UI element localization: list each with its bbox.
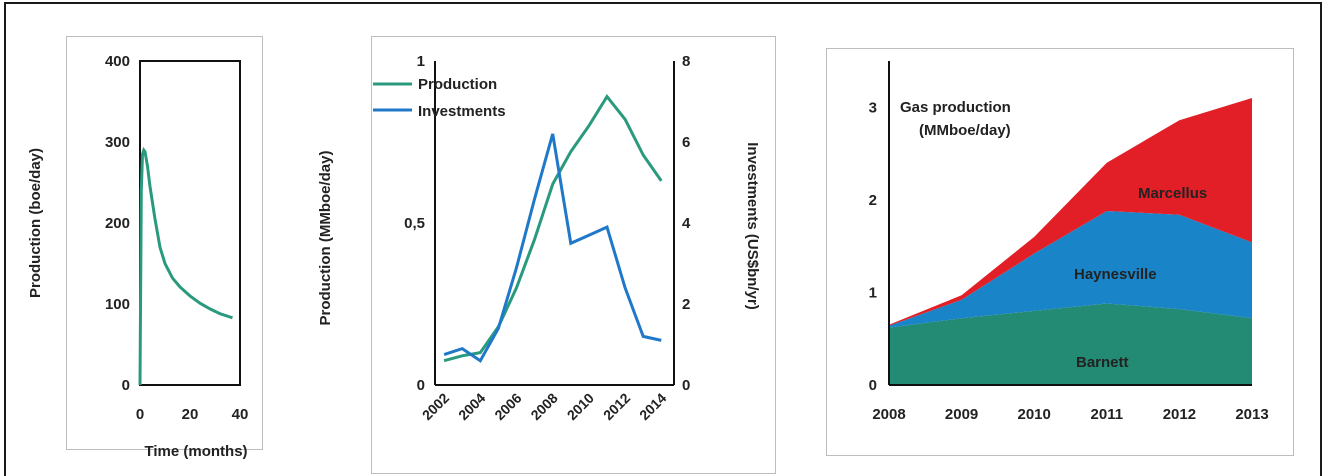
p2-x-tick-label: 2010 bbox=[564, 390, 597, 423]
p1-series-line bbox=[138, 146, 233, 386]
p2-x-tick-label: 2002 bbox=[419, 390, 452, 423]
p1-y-tick-label: 0 bbox=[122, 377, 130, 394]
p2-x-tick-label: 2008 bbox=[527, 390, 560, 423]
p1-y-axis-label: Production (boe/day) bbox=[27, 148, 44, 298]
p1-x-axis-label: Time (months) bbox=[144, 443, 247, 460]
p3-x-tick-label: 2013 bbox=[1235, 406, 1268, 423]
p2-legend-label-investments: Investments bbox=[418, 103, 506, 120]
p3-y-tick-label: 3 bbox=[869, 99, 877, 116]
p3-area-marcellus bbox=[889, 98, 1252, 326]
p2-y2-tick-label: 0 bbox=[682, 377, 690, 394]
p2-x-tick-label: 2014 bbox=[636, 390, 669, 423]
p3-x-tick-label: 2010 bbox=[1018, 406, 1051, 423]
p3-y-tick-label: 2 bbox=[869, 192, 877, 209]
gas-production-area-chart: 0 1 2 3 2008 2009 2010 2011 2012 2013 Gas produc… bbox=[869, 61, 1269, 423]
p1-y-tick-label: 200 bbox=[105, 215, 130, 232]
p3-y-tick-label: 1 bbox=[869, 284, 877, 301]
p1-y-tick-label: 400 bbox=[105, 53, 130, 70]
p2-investments-line bbox=[443, 133, 662, 363]
p1-x-tick-label: 20 bbox=[182, 406, 199, 423]
p3-label-haynesville: Haynesville bbox=[1074, 266, 1157, 283]
p2-x-tick-label: 2012 bbox=[600, 390, 633, 423]
p3-area-haynesville bbox=[889, 211, 1252, 328]
production-investment-chart: 0 0,5 1 0 2 4 6 8 2002 2004 2006 2008 2010 2012 2014… bbox=[317, 53, 761, 423]
p2-y2-tick-label: 2 bbox=[682, 296, 690, 313]
p2-production-line bbox=[443, 94, 663, 363]
p1-x-tick-label: 0 bbox=[136, 406, 144, 423]
p2-y2-axis-label: Investments (US$bn/yr) bbox=[744, 142, 761, 310]
p2-y2-tick-label: 8 bbox=[682, 53, 690, 70]
p1-x-tick-label: 40 bbox=[232, 406, 249, 423]
p3-x-tick-label: 2012 bbox=[1163, 406, 1196, 423]
p3-label-marcellus: Marcellus bbox=[1138, 185, 1207, 202]
p3-subtitle: (MMboe/day) bbox=[919, 122, 1011, 139]
p3-area-barnett bbox=[889, 303, 1252, 385]
p2-y2-tick-label: 4 bbox=[682, 215, 691, 232]
p3-x-tick-label: 2008 bbox=[872, 406, 905, 423]
p3-y-tick-label: 0 bbox=[869, 377, 877, 394]
p2-y-axis-label: Production (MMboe/day) bbox=[317, 151, 334, 326]
panel-box-1 bbox=[66, 36, 263, 450]
p3-x-tick-label: 2011 bbox=[1091, 406, 1124, 423]
p1-y-tick-label: 100 bbox=[105, 296, 130, 313]
p3-title: Gas production bbox=[900, 99, 1011, 116]
p2-x-tick-label: 2004 bbox=[455, 390, 488, 423]
p2-legend: Production Investments bbox=[373, 76, 506, 120]
p2-y-tick-label: 1 bbox=[417, 53, 425, 70]
decline-curve-chart: 0 100 200 300 400 0 20 40 Production (boe/day)… bbox=[27, 53, 248, 460]
p2-y-tick-label: 0,5 bbox=[404, 215, 425, 232]
p2-x-tick-label: 2006 bbox=[491, 390, 524, 423]
panel-box-2 bbox=[371, 36, 776, 474]
p2-y2-tick-label: 6 bbox=[682, 134, 690, 151]
p3-label-barnett: Barnett bbox=[1076, 354, 1129, 371]
p1-y-tick-label: 300 bbox=[105, 134, 130, 151]
p2-legend-label-production: Production bbox=[418, 76, 497, 93]
figure-frame bbox=[4, 2, 1322, 476]
p3-x-tick-label: 2009 bbox=[945, 406, 978, 423]
p2-y-tick-label: 0 bbox=[417, 377, 425, 394]
